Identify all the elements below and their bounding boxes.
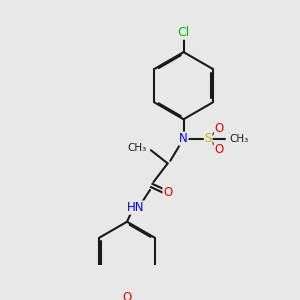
Text: HN: HN: [127, 201, 145, 214]
Text: S: S: [205, 132, 212, 145]
Text: Cl: Cl: [177, 26, 190, 39]
Text: O: O: [214, 122, 224, 135]
Text: CH₃: CH₃: [230, 134, 249, 144]
Text: N: N: [179, 132, 188, 145]
Text: CH₃: CH₃: [127, 142, 146, 152]
Text: O: O: [214, 143, 224, 156]
Text: O: O: [122, 291, 132, 300]
Text: O: O: [163, 186, 172, 199]
